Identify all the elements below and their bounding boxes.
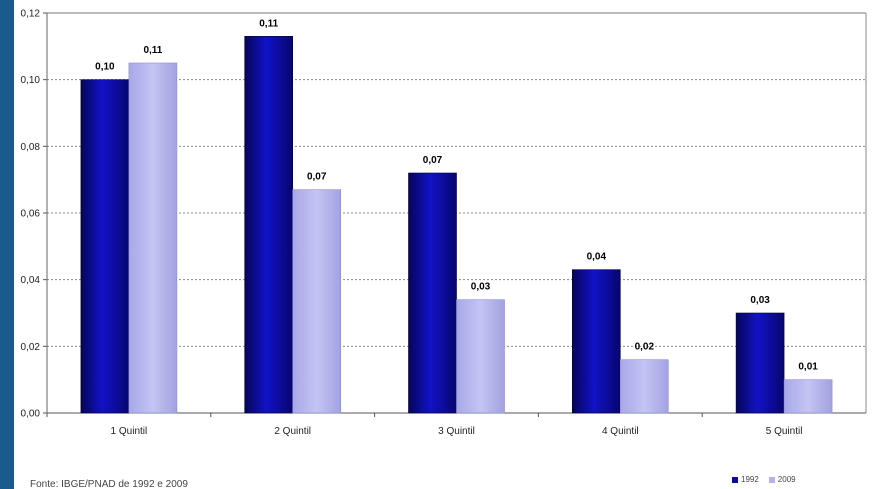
- bar: [80, 79, 130, 414]
- data-label: 0,07: [307, 172, 327, 183]
- y-tick-label: 0,10: [21, 75, 41, 86]
- x-tick-label: 3 Quintil: [438, 426, 475, 437]
- bars: [80, 36, 833, 414]
- legend-swatch-1992: [732, 476, 738, 483]
- bar: [783, 379, 833, 414]
- bar: [571, 269, 621, 414]
- bar: [456, 299, 505, 414]
- x-tick-label: 2 Quintil: [274, 426, 311, 437]
- legend-label-2009: 2009: [777, 475, 796, 484]
- y-tick-label: 0,04: [21, 275, 41, 286]
- legend-swatch-2009: [768, 476, 775, 483]
- x-tick-label: 4 Quintil: [602, 426, 639, 437]
- bar: [128, 62, 178, 414]
- data-label: 0,02: [635, 342, 655, 353]
- data-label: 0,04: [587, 252, 607, 263]
- y-tick-label: 0,12: [21, 9, 41, 20]
- value-labels: 0,10 0,11 0,11 0,07 0,07 0,03 0,04 0,02 0,03 0,01: [95, 18, 818, 372]
- data-label: 0,07: [423, 155, 443, 166]
- bar: [244, 36, 293, 414]
- legend-label-1992: 1992: [741, 475, 759, 484]
- y-tick-label: 0,00: [21, 409, 41, 420]
- x-tick-label: 1 Quintil: [111, 426, 148, 437]
- y-tick-label: 0,06: [21, 209, 41, 220]
- data-label: 0,10: [95, 62, 115, 73]
- source-note: Fonte: IBGE/PNAD de 1992 e 2009: [30, 479, 188, 489]
- legend-item-1992: 1992: [732, 475, 759, 484]
- data-label: 0,03: [750, 295, 770, 306]
- left-frame-bar: [0, 0, 14, 489]
- y-tick-label: 0,08: [21, 142, 41, 153]
- bar: [619, 359, 669, 414]
- bar: [292, 189, 342, 414]
- data-label: 0,11: [259, 18, 278, 29]
- data-label: 0,03: [471, 282, 491, 293]
- axes: 0,00 0,02 0,04 0,06 0,08 0,10 0,12 1 Quintil 2 Q…: [21, 9, 867, 437]
- legend-item-2009: 2009: [768, 475, 796, 484]
- legend: 1992 2009: [732, 475, 796, 484]
- x-tick-label: 5 Quintil: [766, 426, 803, 437]
- data-label: 0,01: [798, 362, 818, 373]
- bar: [735, 312, 785, 414]
- bar: [408, 172, 457, 414]
- data-label: 0,11: [143, 45, 162, 56]
- y-tick-label: 0,02: [21, 342, 41, 353]
